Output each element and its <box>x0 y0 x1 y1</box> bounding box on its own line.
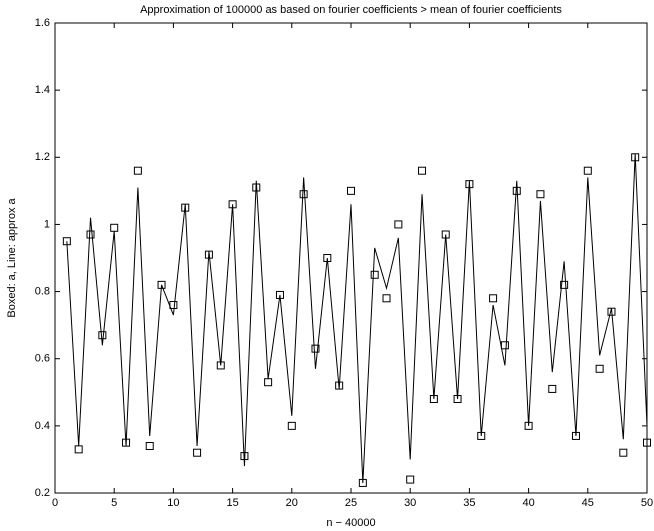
box-marker <box>264 378 273 387</box>
box-marker <box>643 438 651 447</box>
x-tick-label: 20 <box>286 497 298 509</box>
box-marker <box>548 384 557 393</box>
box-marker <box>287 421 296 430</box>
plot-frame <box>54 22 648 494</box>
y-tick-label: 1 <box>44 218 50 230</box>
box-marker <box>500 341 509 350</box>
box-marker <box>299 190 308 199</box>
chart-title: Approximation of 100000 as based on four… <box>140 4 562 16</box>
x-tick-label: 15 <box>226 497 238 509</box>
y-tick-label: 0.8 <box>35 285 50 297</box>
x-tick-label: 40 <box>522 497 534 509</box>
y-tick-label: 1.4 <box>35 84 50 96</box>
x-tick-label: 30 <box>404 497 416 509</box>
box-marker <box>583 166 592 175</box>
x-tick-label: 50 <box>641 497 653 509</box>
y-tick-label: 1.2 <box>35 151 50 163</box>
y-tick-label: 1.6 <box>35 17 50 29</box>
y-tick-label: 0.2 <box>35 487 50 499</box>
box-marker <box>406 475 415 484</box>
box-marker <box>311 344 320 353</box>
box-marker <box>560 280 569 289</box>
box-marker <box>370 270 379 279</box>
box-marker <box>110 223 119 232</box>
box-marker <box>98 331 107 340</box>
x-axis-label: n − 40000 <box>326 517 375 529</box>
box-marker <box>595 364 604 373</box>
box-marker <box>536 190 545 199</box>
box-marker <box>418 166 427 175</box>
box-marker <box>607 307 616 316</box>
box-marker <box>86 230 95 239</box>
y-axis-label: Boxed: a, Line: approx a <box>6 197 18 317</box>
x-tick-label: 0 <box>52 497 58 509</box>
y-tick-label: 0.4 <box>35 420 50 432</box>
x-tick-label: 10 <box>167 497 179 509</box>
box-marker <box>382 294 391 303</box>
approx-line <box>66 153 648 483</box>
box-marker <box>489 294 498 303</box>
x-tick-label: 45 <box>582 497 594 509</box>
x-tick-label: 5 <box>111 497 117 509</box>
box-marker <box>619 448 628 457</box>
x-tick-label: 35 <box>463 497 475 509</box>
box-marker <box>133 166 142 175</box>
box-marker <box>145 442 154 450</box>
x-tick-label: 25 <box>345 497 357 509</box>
y-tick-label: 0.6 <box>35 353 50 365</box>
box-marker <box>193 448 202 457</box>
box-marker <box>74 445 83 454</box>
box-marker <box>394 220 403 229</box>
box-marker <box>347 186 355 195</box>
